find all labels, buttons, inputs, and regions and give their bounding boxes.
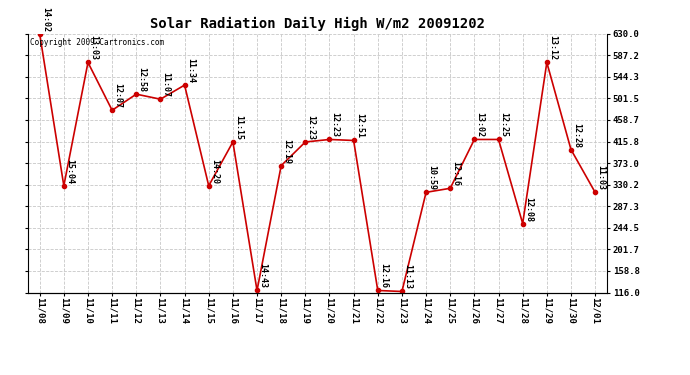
Text: 12:25: 12:25 (500, 112, 509, 138)
Text: 13:02: 13:02 (475, 112, 484, 138)
Text: 11:34: 11:34 (186, 58, 195, 83)
Text: 12:16: 12:16 (451, 161, 460, 186)
Text: 11:15: 11:15 (234, 115, 243, 140)
Text: 12:08: 12:08 (524, 196, 533, 222)
Text: 13:03: 13:03 (89, 35, 98, 60)
Text: 13:12: 13:12 (548, 35, 557, 60)
Text: 11:07: 11:07 (161, 72, 170, 97)
Text: 14:20: 14:20 (210, 159, 219, 184)
Title: Solar Radiation Daily High W/m2 20091202: Solar Radiation Daily High W/m2 20091202 (150, 17, 485, 31)
Text: 12:58: 12:58 (137, 67, 146, 92)
Text: 12:19: 12:19 (282, 139, 291, 164)
Text: 12:28: 12:28 (572, 123, 581, 147)
Text: 12:23: 12:23 (331, 112, 339, 138)
Text: 12:07: 12:07 (113, 83, 122, 108)
Text: 11:03: 11:03 (596, 165, 605, 190)
Text: 15:04: 15:04 (65, 159, 74, 184)
Text: 14:02: 14:02 (41, 7, 50, 32)
Text: Copyright 2009 Cartronics.com: Copyright 2009 Cartronics.com (30, 38, 165, 46)
Text: 14:43: 14:43 (258, 264, 267, 288)
Text: 12:23: 12:23 (306, 115, 315, 140)
Text: 12:51: 12:51 (355, 114, 364, 138)
Text: 12:16: 12:16 (379, 264, 388, 288)
Text: 10:59: 10:59 (427, 165, 436, 190)
Text: 11:13: 11:13 (403, 264, 412, 290)
